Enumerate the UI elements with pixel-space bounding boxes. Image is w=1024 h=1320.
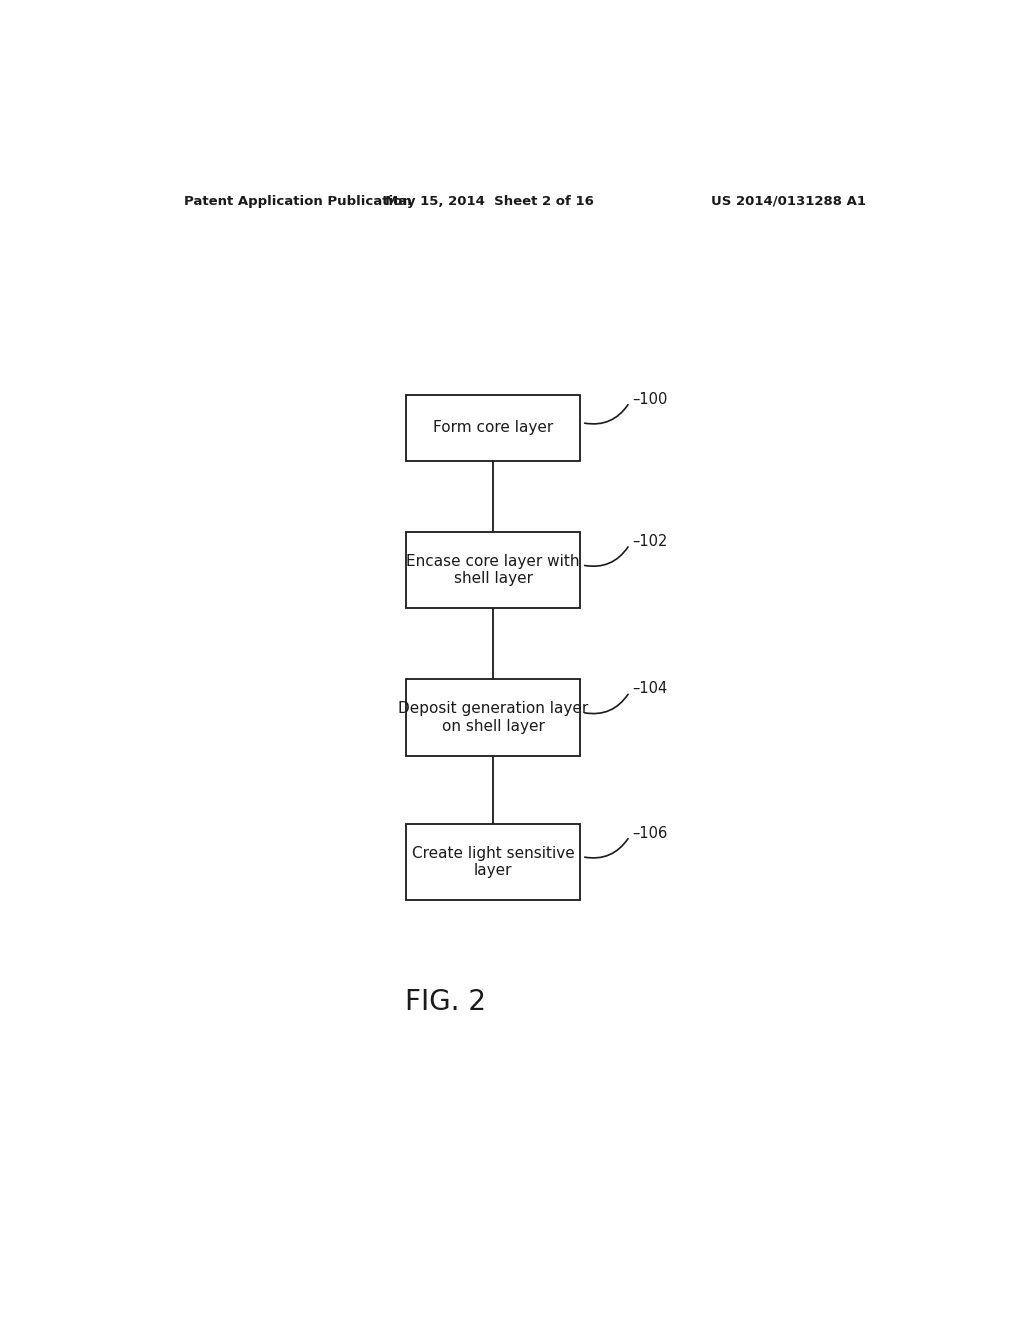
Text: FIG. 2: FIG. 2 — [404, 987, 486, 1016]
Text: Create light sensitive
layer: Create light sensitive layer — [412, 846, 574, 878]
Text: Deposit generation layer
on shell layer: Deposit generation layer on shell layer — [398, 701, 588, 734]
FancyBboxPatch shape — [406, 532, 581, 609]
Text: –100: –100 — [632, 392, 668, 407]
FancyBboxPatch shape — [406, 824, 581, 900]
Text: US 2014/0131288 A1: US 2014/0131288 A1 — [711, 194, 866, 207]
Text: –106: –106 — [632, 826, 668, 841]
Text: –104: –104 — [632, 681, 668, 697]
Text: May 15, 2014  Sheet 2 of 16: May 15, 2014 Sheet 2 of 16 — [385, 194, 594, 207]
FancyBboxPatch shape — [406, 395, 581, 461]
Text: –102: –102 — [632, 535, 668, 549]
Text: Form core layer: Form core layer — [433, 420, 553, 436]
FancyBboxPatch shape — [406, 680, 581, 755]
Text: Encase core layer with
shell layer: Encase core layer with shell layer — [407, 554, 580, 586]
Text: Patent Application Publication: Patent Application Publication — [183, 194, 412, 207]
